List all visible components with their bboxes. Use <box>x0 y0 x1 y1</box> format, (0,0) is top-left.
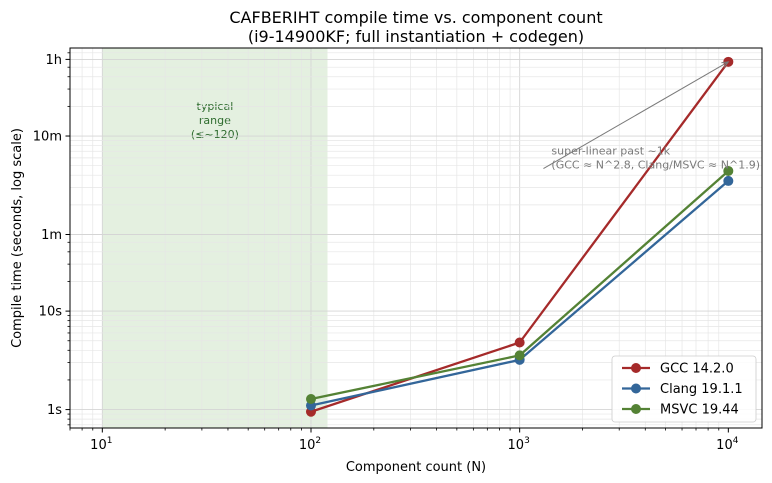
annotation-layer: super-linear past ~1k(GCC ≈ N^2.8, Clang… <box>543 61 760 172</box>
data-point <box>514 337 525 348</box>
x-tick-label: 103 <box>508 436 530 453</box>
data-point <box>723 175 734 186</box>
legend-swatch-marker <box>631 363 641 373</box>
annotation-text: (GCC ≈ N^2.8, Clang/MSVC ≈ N^1.9) <box>551 159 760 172</box>
legend-label: MSVC 19.44 <box>660 403 739 418</box>
typical-range-label: range <box>199 114 231 127</box>
x-tick-label: 101 <box>90 436 112 453</box>
x-tick-label: 102 <box>299 436 321 453</box>
data-point <box>514 350 525 361</box>
y-tick-label: 1s <box>47 403 62 418</box>
chart-title-line1: CAFBERIHT compile time vs. component cou… <box>229 8 602 27</box>
y-tick-label: 1m <box>41 228 62 243</box>
y-tick-label: 10s <box>39 305 63 320</box>
plot-frame <box>69 47 763 429</box>
legend-label: Clang 19.1.1 <box>660 382 743 397</box>
legend-box <box>611 355 757 423</box>
legend-label: GCC 14.2.0 <box>660 362 734 377</box>
ticks-layer: 101 102 103 104 1s 10s 1m 10m 1h <box>33 52 739 453</box>
y-tick-label: 10m <box>33 130 62 145</box>
legend: GCC 14.2.0 Clang 19.1.1 MSVC 19.44 <box>611 355 757 423</box>
annotation-text: super-linear past ~1k <box>551 145 670 158</box>
typical-range-label: (≤~120) <box>191 128 239 141</box>
legend-swatch-marker <box>631 383 641 394</box>
y-axis-label: Compile time (seconds, log scale) <box>10 128 25 348</box>
data-point <box>305 394 316 405</box>
data-point <box>723 165 734 176</box>
x-tick-label: 104 <box>716 436 739 453</box>
annotation-arrow <box>543 61 729 170</box>
y-tick-label: 1h <box>45 53 62 68</box>
legend-swatch-marker <box>631 404 641 414</box>
x-axis-label: Component count (N) <box>346 460 486 475</box>
annotation-arrow-head <box>721 61 730 68</box>
chart-title-line2: (i9-14900KF; full instantiation + codege… <box>248 27 584 46</box>
typical-range-band <box>102 48 328 428</box>
series-layer <box>305 56 734 417</box>
